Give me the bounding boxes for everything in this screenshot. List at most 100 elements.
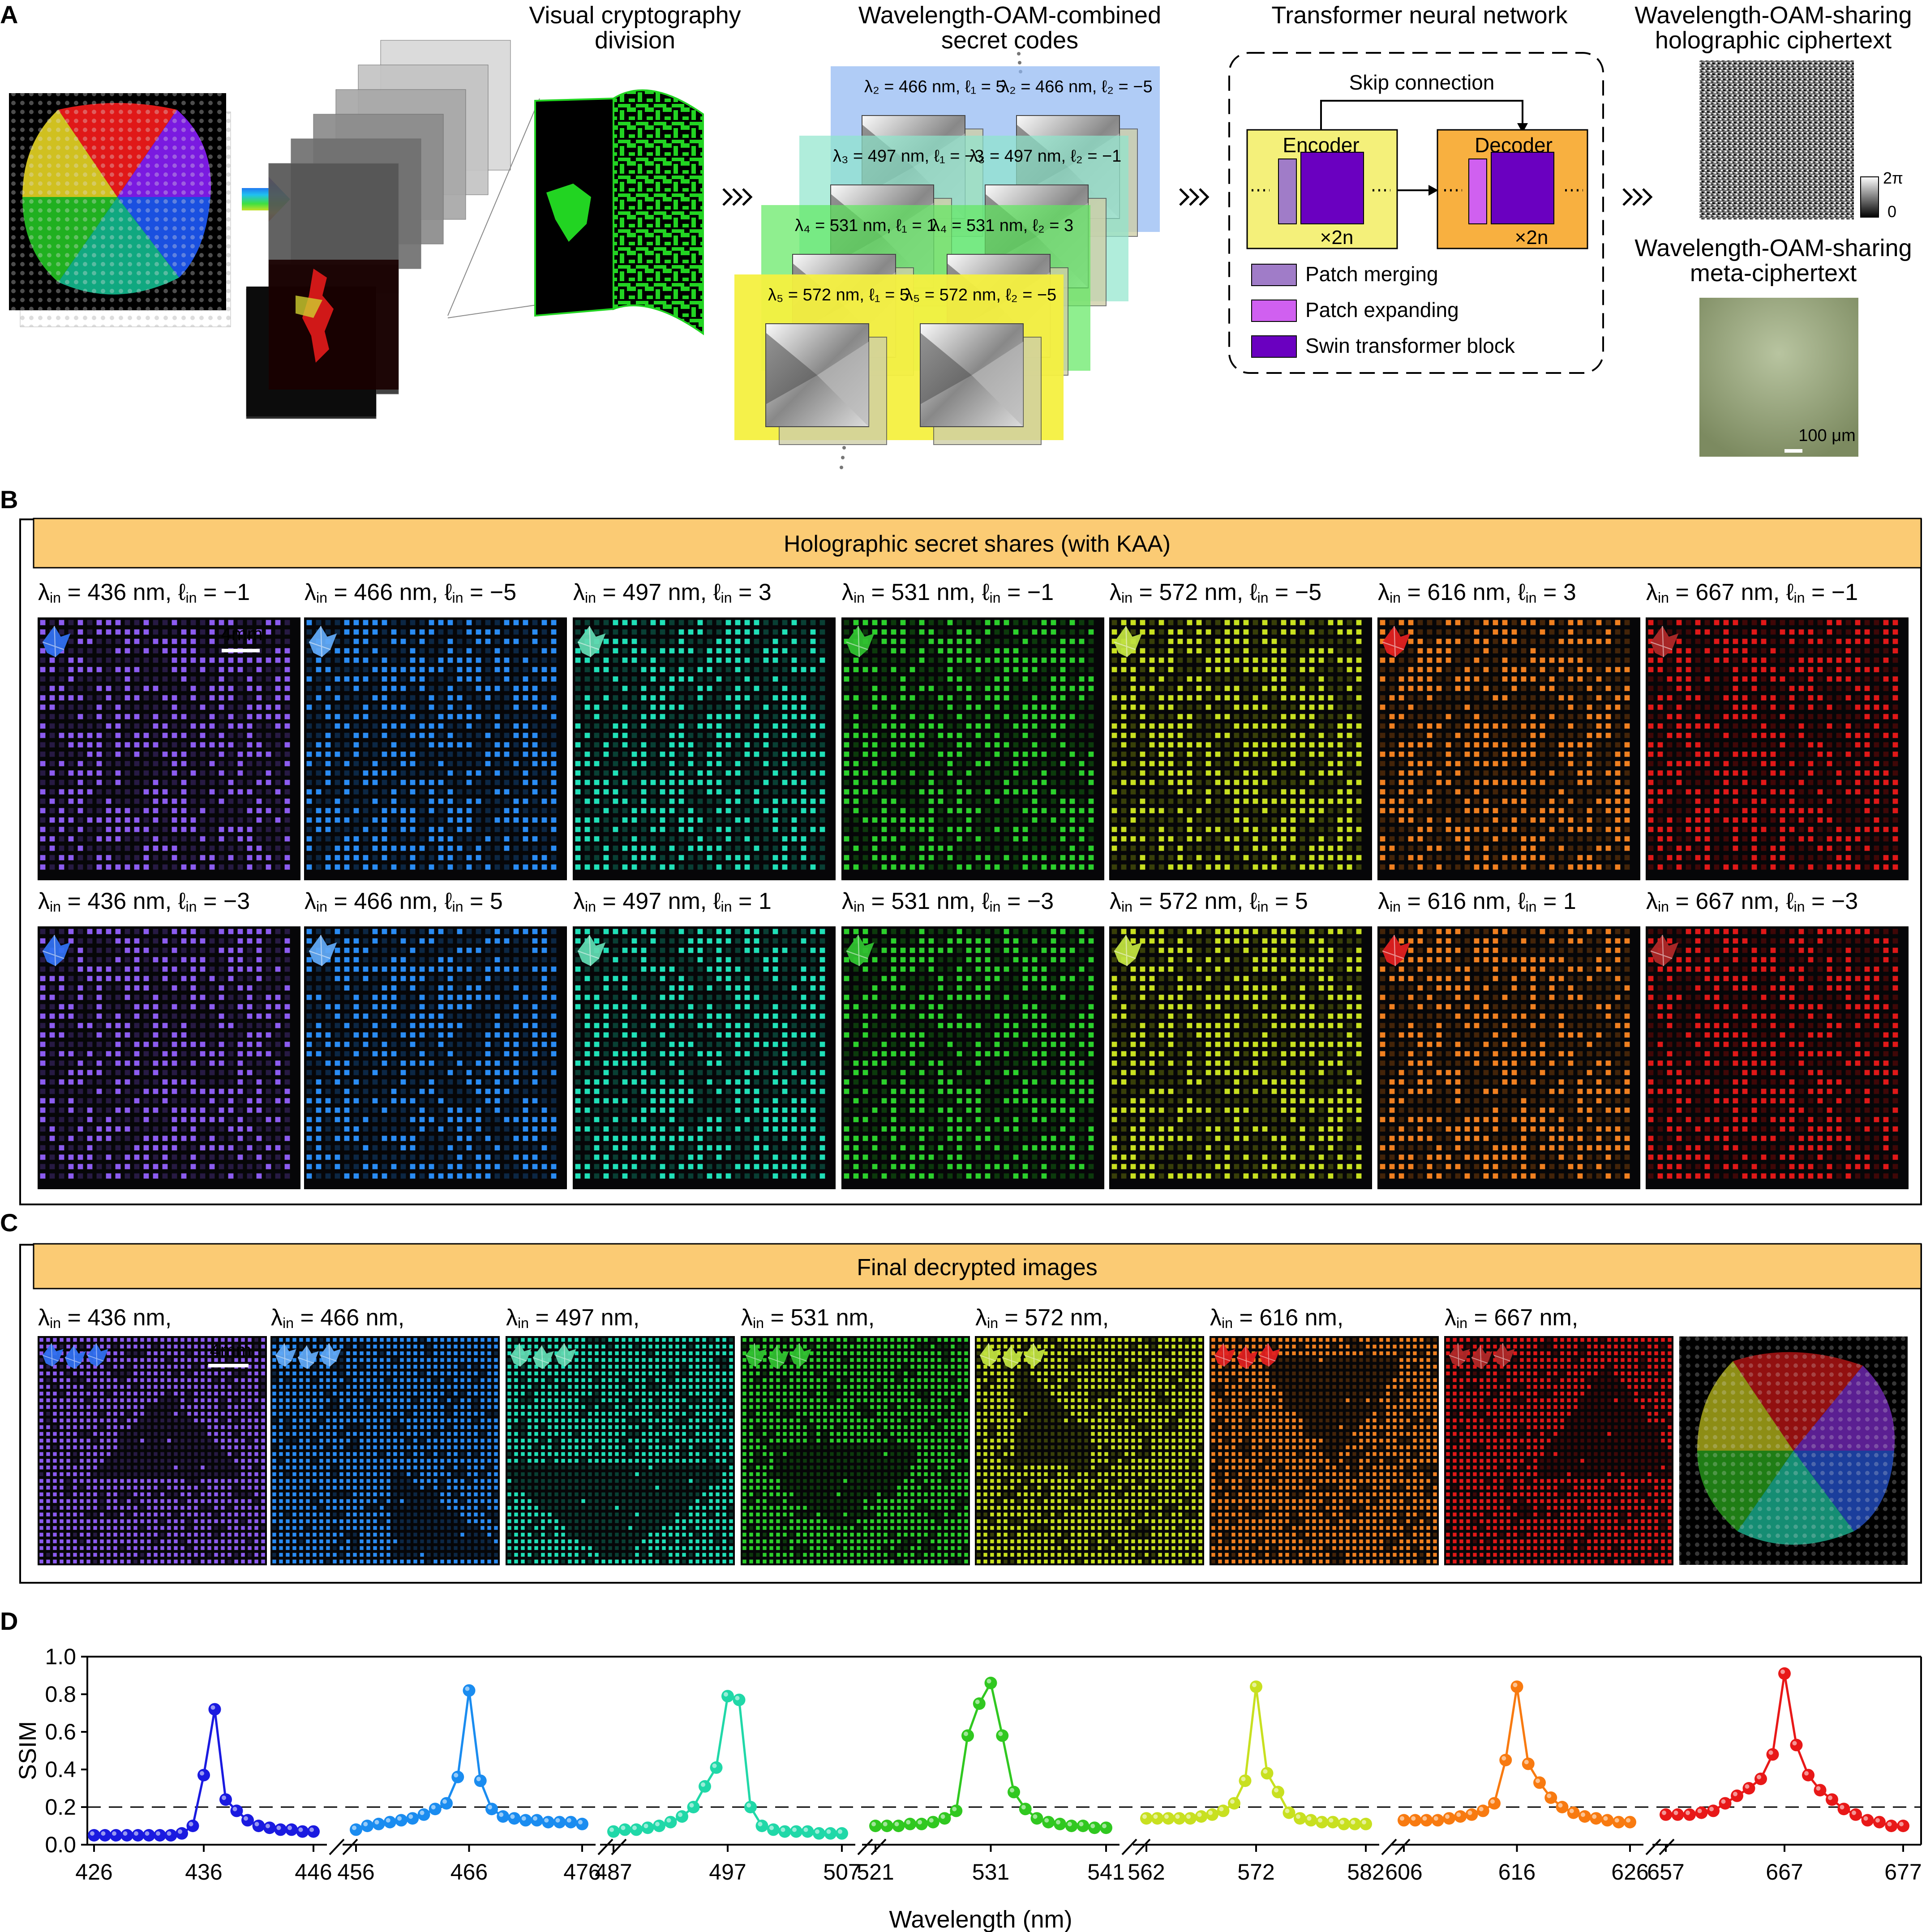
decrypted-image-bright-dots <box>1446 1338 1672 1564</box>
key-icon-facets <box>1471 1345 1488 1369</box>
share-image-bright-dots <box>40 929 290 1179</box>
share-image-bright-dots <box>1648 929 1898 1179</box>
data-point <box>824 1827 837 1840</box>
colorbar <box>1860 176 1879 218</box>
data-point <box>142 1829 155 1842</box>
y-tick-label: 0.8 <box>45 1682 76 1707</box>
skip-connection-line <box>1320 100 1523 130</box>
key-icon <box>745 1343 767 1367</box>
key-icon <box>1650 934 1679 966</box>
key-icon-facets <box>1236 1345 1253 1369</box>
data-point <box>1217 1804 1230 1817</box>
key-icon-facets <box>1114 625 1136 657</box>
transformer-network: Skip connectionEncoder×2nDecoder×2nPatch… <box>1228 52 1604 374</box>
key-icon <box>64 1345 86 1369</box>
data-point-highlight <box>1285 1808 1290 1813</box>
holographic-ciphertext: 2π 0 <box>1699 60 1903 221</box>
data-point-highlight <box>871 1822 876 1826</box>
data-point <box>790 1825 802 1838</box>
key-icon <box>768 1345 789 1369</box>
data-point-highlight <box>363 1822 368 1826</box>
x-tick-label: 626 <box>1611 1859 1648 1885</box>
decrypted-image-dim-dots <box>1211 1338 1437 1564</box>
share-image-bright-dots <box>306 620 557 870</box>
key-icon-facets <box>1024 1343 1041 1367</box>
data-point-highlight <box>1479 1807 1484 1812</box>
decrypted-image-bright-dots <box>39 1338 265 1564</box>
data-point-highlight <box>566 1818 571 1823</box>
data-point-highlight <box>578 1820 583 1825</box>
data-point-highlight <box>1362 1820 1366 1825</box>
chevrons-2-stroke <box>1189 188 1200 206</box>
phase-plate-spiral-dark <box>766 333 817 404</box>
decrypted-image-border <box>270 1336 500 1565</box>
data-point-highlight <box>1524 1760 1529 1765</box>
code-label-right: λ₃ = 497 nm, ℓ₂ = −1 <box>969 147 1121 166</box>
data-point-highlight <box>555 1818 560 1823</box>
data-point-highlight <box>1175 1814 1180 1819</box>
key-icon-facets <box>42 934 64 966</box>
data-point-highlight <box>397 1816 402 1821</box>
series-436-nm: 426 436 446 <box>75 1703 358 1885</box>
data-point <box>1054 1817 1066 1830</box>
decrypted-image-border <box>1210 1336 1439 1565</box>
share-image-border <box>304 926 567 1189</box>
data-point-highlight <box>1219 1807 1224 1812</box>
key-icon-facets <box>1259 1343 1276 1367</box>
share-image <box>842 927 1104 1189</box>
key-icon-facets <box>846 625 868 657</box>
key-icon-facets <box>577 934 600 966</box>
data-point-highlight <box>352 1825 356 1830</box>
chevrons-3-stroke <box>1632 188 1643 206</box>
decrypted-image-background <box>506 1337 734 1565</box>
share-label: λin = 616 nm, ℓin = 1 <box>1378 888 1576 915</box>
decrypted-label: λin = 531 nm, <box>741 1305 875 1331</box>
title-holographic-ciphertext-2: holographic ciphertext <box>1655 27 1892 54</box>
share-image <box>1646 618 1908 880</box>
data-point <box>395 1814 408 1827</box>
share-image-dim-dots <box>306 929 557 1179</box>
axis-break-mark <box>342 1838 358 1855</box>
share-image <box>38 618 300 880</box>
data-point-highlight <box>1626 1818 1630 1823</box>
data-point <box>653 1820 665 1832</box>
share-image-dim-dots <box>575 929 825 1179</box>
data-point-highlight <box>712 1763 717 1768</box>
key-icon <box>846 934 875 966</box>
key-icon-facets <box>42 625 64 657</box>
y-tick-label: 1.0 <box>45 1644 76 1669</box>
decrypted-image-bright-dots <box>507 1338 733 1564</box>
share-label: λin = 466 nm, ℓin = 5 <box>305 888 503 915</box>
data-point <box>1731 1789 1743 1802</box>
legend-swatch <box>1251 264 1297 286</box>
legend-label: Swin transformer block <box>1305 334 1515 357</box>
data-point-highlight <box>1021 1805 1026 1810</box>
data-point <box>1802 1769 1814 1782</box>
share-image <box>305 618 566 880</box>
data-point-highlight <box>1079 1822 1084 1826</box>
encoder-to-decoder-arrowhead <box>1428 185 1438 196</box>
x-tick-label: 466 <box>450 1859 488 1885</box>
title-meta-ciphertext-1: Wavelength-OAM-sharing <box>1634 235 1912 261</box>
data-point-highlight <box>815 1829 819 1834</box>
data-point-highlight <box>1230 1799 1235 1804</box>
data-point <box>1272 1786 1284 1799</box>
data-point-highlight <box>906 1820 911 1825</box>
share-stack <box>246 40 540 419</box>
data-point <box>938 1812 951 1825</box>
data-point <box>699 1780 711 1793</box>
data-point-highlight <box>1329 1818 1334 1823</box>
data-point <box>1499 1754 1512 1766</box>
data-point-highlight <box>309 1827 314 1832</box>
data-point-highlight <box>156 1831 160 1836</box>
share-image-border <box>1646 617 1909 880</box>
data-point <box>110 1829 122 1842</box>
share-label: λin = 531 nm, ℓin = −3 <box>842 888 1054 915</box>
x-tick-label: 541 <box>1087 1859 1124 1885</box>
scale-label-b: 4mm <box>221 623 262 644</box>
skip-connection-label: Skip connection <box>1349 71 1495 94</box>
data-point-highlight <box>1745 1784 1750 1789</box>
share-image-bright-dots <box>1111 929 1362 1179</box>
data-point <box>1100 1821 1112 1834</box>
